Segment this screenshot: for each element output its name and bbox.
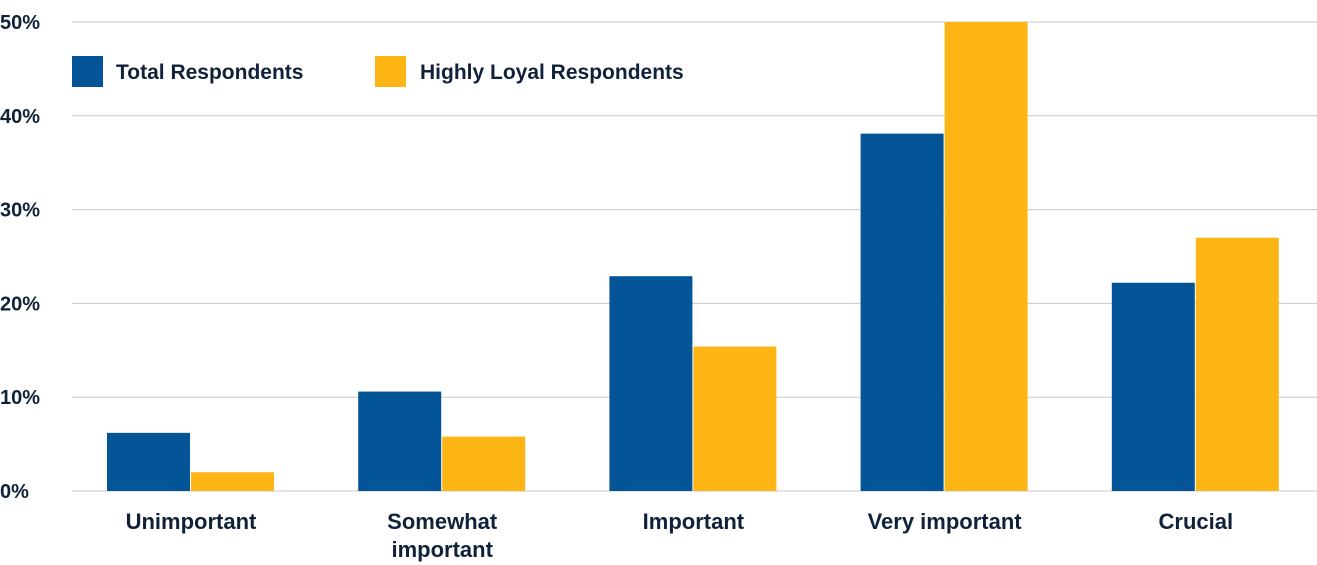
x-category-label-line: Important: [643, 509, 745, 534]
bars: [107, 22, 1279, 491]
gridlines: [72, 21, 1317, 492]
legend-label: Highly Loyal Respondents: [420, 61, 684, 84]
x-category-label: Somewhat important: [387, 509, 498, 562]
bar-highly-loyal-4: [1195, 237, 1279, 491]
y-tick-label: 40%: [0, 106, 40, 128]
bar-highly-loyal-1: [442, 436, 526, 491]
y-tick-label: 20%: [0, 293, 40, 315]
y-tick-label: 0%: [0, 481, 29, 503]
bar-total-2: [609, 276, 693, 491]
bar-total-3: [860, 133, 944, 491]
bar-highly-loyal-3: [944, 22, 1028, 491]
x-category-label: Important: [643, 509, 745, 534]
legend-item: Total Respondents: [72, 56, 303, 87]
legend: Total Respondents Highly Loyal Respondent…: [72, 56, 684, 87]
bar-highly-loyal-2: [693, 346, 777, 491]
x-axis-category-labels: Unimportant Somewhat important Important Ver…: [126, 509, 1233, 562]
legend-swatch: [72, 56, 103, 87]
x-category-label-line: Unimportant: [126, 509, 257, 534]
y-axis-tick-labels: 0% 10% 20% 30% 40% 50%: [0, 12, 40, 503]
bar-highly-loyal-0: [191, 472, 274, 491]
x-category-label-line: Very important: [868, 509, 1023, 534]
y-tick-label: 30%: [0, 200, 40, 222]
bar-total-4: [1111, 282, 1195, 491]
bar-total-1: [358, 391, 442, 491]
legend-swatch: [375, 56, 406, 87]
x-category-label: Very important: [868, 509, 1023, 534]
x-category-label-line: Crucial: [1159, 509, 1234, 534]
y-tick-label: 10%: [0, 387, 40, 409]
x-category-label-line: Somewhat: [387, 509, 498, 534]
y-tick-label: 50%: [0, 12, 40, 34]
x-category-label: Crucial: [1159, 509, 1234, 534]
x-category-label: Unimportant: [126, 509, 257, 534]
legend-item: Highly Loyal Respondents: [375, 56, 684, 87]
x-category-label-line: important: [391, 537, 493, 562]
legend-label: Total Respondents: [116, 61, 303, 84]
bar-total-0: [107, 432, 190, 491]
